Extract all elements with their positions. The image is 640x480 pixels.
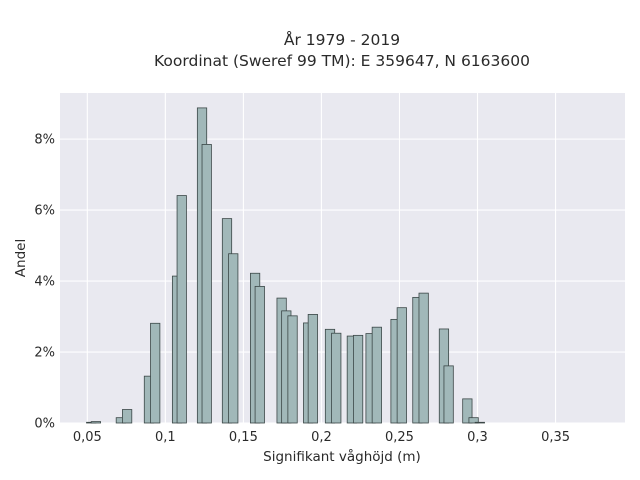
y-tick-labels: 0% 2% 4% 6% 8%	[34, 133, 55, 432]
x-tick-label: 0,1	[155, 430, 176, 445]
y-axis-label: Andel	[13, 239, 29, 277]
histogram-bar	[462, 398, 473, 424]
y-tick-label: 6%	[34, 204, 55, 219]
histogram-bar	[331, 332, 342, 424]
histogram-bar	[396, 307, 407, 424]
y-gridlines	[60, 138, 625, 424]
y-tick-label: 0%	[34, 417, 55, 432]
histogram-bar	[90, 421, 101, 424]
histogram-bars	[86, 107, 485, 424]
x-tick-label: 0,25	[385, 430, 414, 445]
histogram-bar	[307, 314, 318, 424]
y-tick-label: 2%	[34, 346, 55, 361]
y-tick-label: 8%	[34, 133, 55, 148]
histogram-bar	[371, 326, 382, 424]
x-tick-labels: 0,05 0,1 0,15 0,2 0,25 0,3 0,35	[73, 430, 570, 445]
histogram-bar	[474, 421, 485, 424]
histogram-bar	[254, 285, 265, 424]
histogram-bar	[150, 322, 161, 424]
y-tick-label: 4%	[34, 275, 55, 290]
histogram-bar	[418, 292, 429, 424]
chart-title-line1: År 1979 - 2019	[284, 30, 400, 49]
x-gridlines	[86, 93, 557, 423]
histogram-bar	[353, 334, 364, 424]
x-tick-label: 0,15	[229, 430, 258, 445]
histogram-bar	[201, 144, 212, 424]
plot-area	[60, 93, 625, 423]
x-tick-label: 0,3	[467, 430, 488, 445]
x-axis-label: Signifikant våghöjd (m)	[263, 448, 421, 465]
histogram-bar	[287, 315, 298, 424]
histogram-bar	[228, 253, 239, 424]
x-tick-label: 0,35	[541, 430, 570, 445]
histogram-bar	[122, 409, 133, 424]
chart-title-line2: Koordinat (Sweref 99 TM): E 359647, N 61…	[154, 52, 530, 70]
histogram-bar	[443, 365, 454, 424]
histogram-bar	[176, 195, 187, 424]
x-tick-label: 0,2	[311, 430, 332, 445]
histogram-bar	[468, 417, 479, 424]
x-tick-label: 0,05	[73, 430, 102, 445]
